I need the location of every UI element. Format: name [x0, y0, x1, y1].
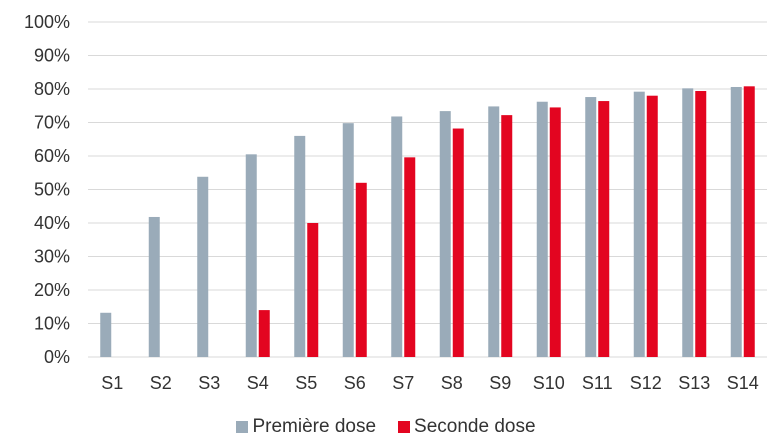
- gridlines: [88, 21, 767, 358]
- bar-seconde-dose: [646, 95, 658, 357]
- bar-premiere-dose: [536, 101, 548, 357]
- bar-seconde-dose: [743, 86, 755, 357]
- bar-seconde-dose: [404, 157, 416, 357]
- legend: Première dose Seconde dose: [0, 416, 772, 438]
- y-tick-label: 10%: [34, 314, 70, 334]
- x-tick-label: S13: [678, 373, 710, 393]
- x-tick-label: S6: [344, 373, 366, 393]
- bar-seconde-dose: [258, 310, 270, 357]
- y-tick-label: 90%: [34, 46, 70, 66]
- bar-seconde-dose: [549, 107, 561, 357]
- x-tick-label: S7: [392, 373, 414, 393]
- x-tick-label: S11: [582, 373, 613, 393]
- bar-premiere-dose: [342, 123, 354, 357]
- bar-seconde-dose: [501, 115, 513, 357]
- x-tick-label: S3: [198, 373, 220, 393]
- y-tick-label: 100%: [24, 12, 70, 32]
- x-axis-tick-labels: S1 S2 S3 S4 S5 S6 S7 S8 S9 S10 S11 S12 S13 S14: [101, 373, 759, 393]
- legend-swatch-seconde-dose: [398, 421, 411, 433]
- bar-seconde-dose: [452, 128, 464, 357]
- bar-seconde-dose: [307, 223, 319, 357]
- y-tick-label: 80%: [34, 79, 70, 99]
- y-tick-label: 20%: [34, 280, 70, 300]
- legend-item-seconde-dose: Seconde dose: [398, 416, 536, 438]
- bar-premiere-dose: [439, 111, 451, 357]
- y-tick-label: 50%: [34, 180, 70, 200]
- legend-label-seconde-dose: Seconde dose: [414, 416, 536, 437]
- legend-swatch-premiere-dose: [236, 421, 249, 433]
- bar-premiere-dose: [148, 216, 160, 357]
- x-tick-label: S9: [489, 373, 511, 393]
- x-tick-label: S1: [101, 373, 123, 393]
- y-axis-tick-labels: 0% 10% 20% 30% 40% 50% 60% 70% 80% 90% 100%: [24, 12, 70, 367]
- bar-premiere-dose: [488, 106, 500, 357]
- bar-premiere-dose: [682, 88, 694, 357]
- bars: [100, 86, 755, 358]
- x-tick-label: S10: [533, 373, 565, 393]
- bar-premiere-dose: [197, 176, 209, 357]
- bar-premiere-dose: [633, 91, 645, 358]
- x-tick-label: S4: [247, 373, 269, 393]
- bar-seconde-dose: [355, 182, 367, 357]
- y-tick-label: 70%: [34, 113, 70, 133]
- bar-premiere-dose: [585, 97, 597, 357]
- bar-premiere-dose: [730, 86, 742, 358]
- x-tick-label: S2: [150, 373, 172, 393]
- y-tick-label: 30%: [34, 247, 70, 267]
- x-tick-label: S12: [630, 373, 662, 393]
- x-tick-label: S8: [441, 373, 463, 393]
- bar-premiere-dose: [294, 135, 306, 357]
- x-tick-label: S5: [295, 373, 317, 393]
- y-tick-label: 40%: [34, 213, 70, 233]
- y-tick-label: 0%: [44, 347, 70, 367]
- bar-premiere-dose: [245, 154, 257, 357]
- y-tick-label: 60%: [34, 146, 70, 166]
- bar-seconde-dose: [695, 91, 707, 357]
- x-tick-label: S14: [727, 373, 759, 393]
- bar-premiere-dose: [100, 312, 112, 357]
- legend-label-premiere-dose: Première dose: [252, 416, 377, 437]
- bar-premiere-dose: [391, 116, 403, 357]
- bar-seconde-dose: [598, 101, 610, 357]
- legend-item-premiere-dose: Première dose: [236, 416, 376, 438]
